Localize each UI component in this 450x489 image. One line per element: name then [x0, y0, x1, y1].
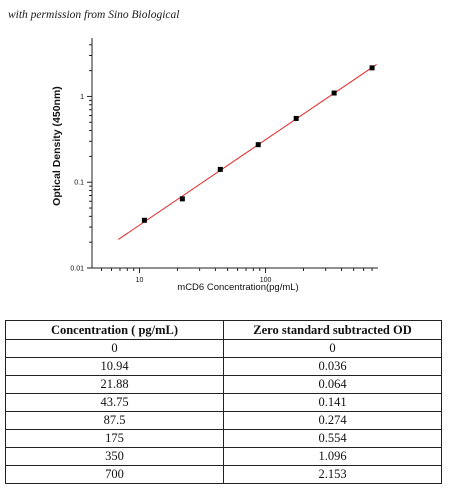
cell-od: 2.153 — [223, 465, 442, 484]
data-points — [141, 65, 375, 223]
cell-od: 0.554 — [223, 429, 442, 448]
y-tick-label: 0.01 — [70, 266, 84, 273]
y-axis-label: Optical Density (450nm) — [51, 86, 63, 206]
cell-concentration: 87.5 — [5, 411, 224, 430]
cell-concentration: 700 — [5, 465, 224, 484]
cell-od: 0.274 — [223, 411, 442, 430]
cell-od: 1.096 — [223, 447, 442, 466]
cell-concentration: 175 — [5, 429, 224, 448]
data-point — [293, 115, 299, 121]
table-row: 87.5 0.274 — [5, 411, 442, 430]
cell-od: 0.141 — [223, 393, 442, 412]
table-header-row: Concentration ( pg/mL) Zero standard sub… — [5, 320, 442, 340]
data-table: Concentration ( pg/mL) Zero standard sub… — [5, 320, 442, 484]
cell-concentration: 350 — [5, 447, 224, 466]
cell-concentration: 21.88 — [5, 375, 224, 394]
cell-concentration: 0 — [5, 339, 224, 358]
table-row: 21.88 0.064 — [5, 375, 442, 394]
table-row: 10.94 0.036 — [5, 357, 442, 376]
data-point — [369, 65, 375, 71]
x-tick-label: 10 — [136, 277, 144, 284]
attribution-text: with permission from Sino Biological — [8, 9, 180, 21]
data-point — [141, 217, 147, 223]
x-tick-label: 100 — [260, 277, 272, 284]
cell-od: 0.064 — [223, 375, 442, 394]
data-point — [217, 166, 223, 172]
table-row: 700 2.153 — [5, 465, 442, 484]
table-row: 175 0.554 — [5, 429, 442, 448]
chart-axes: 10 100 0.01 0.1 1 — [70, 38, 378, 284]
table-body: 0 0 10.94 0.036 21.88 0.064 43.75 0.141 87.5 0.27… — [5, 339, 442, 484]
header-concentration: Concentration ( pg/mL) — [5, 320, 224, 340]
table-row: 43.75 0.141 — [5, 393, 442, 412]
data-point — [179, 196, 185, 202]
header-od: Zero standard subtracted OD — [223, 320, 442, 340]
fit-line — [118, 64, 377, 240]
fit-line-layer — [118, 64, 377, 240]
y-tick-label: 0.1 — [74, 180, 84, 187]
cell-concentration: 10.94 — [5, 357, 224, 376]
data-point — [331, 90, 337, 96]
cell-concentration: 43.75 — [5, 393, 224, 412]
data-point — [255, 142, 261, 148]
y-tick-label: 1 — [80, 94, 84, 101]
cell-od: 0 — [223, 339, 442, 358]
x-axis-label: mCD6 Concentration(pg/mL) — [177, 282, 298, 293]
cell-od: 0.036 — [223, 357, 442, 376]
table-row: 350 1.096 — [5, 447, 442, 466]
